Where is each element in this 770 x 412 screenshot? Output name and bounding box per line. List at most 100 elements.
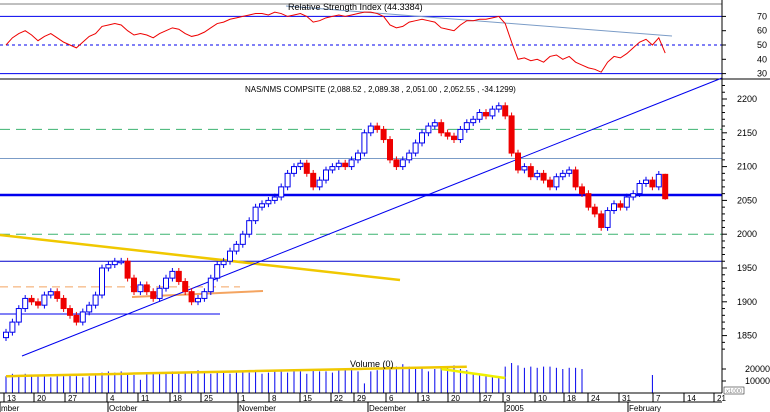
candle-up	[335, 162, 342, 168]
candle-up	[355, 152, 361, 161]
day-label: 31	[622, 394, 631, 403]
day-label: 13	[421, 394, 430, 403]
candle-down	[182, 281, 189, 293]
day-label: 18	[173, 394, 182, 403]
month-label: November	[239, 404, 276, 412]
candle-down	[175, 270, 182, 283]
candle-down	[527, 166, 534, 178]
candle-up	[118, 260, 125, 264]
day-label: 10	[538, 394, 547, 403]
candle-down	[28, 297, 35, 303]
candle-down	[451, 135, 457, 141]
candle-up	[489, 108, 496, 117]
price-tick-label: 1950	[737, 263, 757, 273]
volume-panel	[5, 363, 653, 393]
candle-up	[419, 132, 425, 144]
candle-up	[265, 199, 272, 205]
candle-down	[73, 314, 80, 323]
month-label: 2005	[506, 404, 524, 412]
candle-up	[163, 277, 169, 289]
candle-up	[431, 122, 438, 127]
candle-up	[495, 105, 502, 110]
candle-down	[67, 308, 73, 316]
candle-up	[47, 291, 54, 296]
day-label: 13	[7, 394, 16, 403]
price-tick-label: 2050	[737, 195, 757, 205]
candle-up	[227, 250, 233, 262]
candle-up	[399, 159, 406, 168]
rsi-tick-label: 30	[757, 69, 767, 79]
candle-up	[207, 277, 214, 293]
candle-up	[214, 264, 221, 279]
candle-up	[329, 166, 336, 171]
volume-tick-label: 20000	[745, 364, 770, 374]
day-label: 29	[357, 394, 366, 403]
candle-down	[649, 179, 656, 188]
candle-down	[483, 112, 489, 117]
day-label: 4	[110, 394, 115, 403]
day-label: 22	[334, 394, 343, 403]
candle-down	[617, 203, 624, 208]
day-label: 7	[656, 394, 661, 403]
candle-down	[35, 301, 41, 306]
candle-down	[572, 169, 579, 188]
candle-up	[169, 270, 176, 279]
candle-down	[150, 291, 157, 299]
rsi-tick-label: 70	[757, 11, 767, 21]
candle-up	[534, 172, 541, 178]
candle-up	[367, 125, 374, 134]
day-label: 20	[37, 394, 46, 403]
candle-up	[604, 210, 611, 228]
candle-up	[259, 203, 265, 208]
price-tick-label: 2200	[737, 94, 757, 104]
candle-up	[271, 196, 278, 201]
volume-tick-label: 10000	[745, 376, 770, 386]
month-label: October	[109, 404, 138, 412]
candle-down	[508, 115, 515, 154]
volume-moving-average	[5, 365, 467, 378]
month-label: February	[629, 404, 661, 412]
candle-up	[79, 311, 86, 323]
candle-up	[15, 308, 22, 323]
day-label: 18	[567, 394, 576, 403]
candle-up	[239, 233, 246, 245]
candle-down	[579, 186, 585, 195]
candle-down	[303, 162, 310, 174]
candle-up	[92, 294, 99, 306]
day-label: 25	[204, 394, 213, 403]
candle-down	[143, 284, 150, 293]
candle-down	[374, 125, 381, 130]
candle-up	[252, 206, 259, 222]
candle-up	[246, 220, 253, 235]
yellow-trendline	[0, 233, 401, 282]
candle-up	[284, 172, 291, 188]
price-tick-label: 2100	[737, 162, 757, 172]
candle-down	[188, 291, 195, 303]
day-label: 1	[241, 394, 246, 403]
rsi-trendline	[285, 5, 673, 37]
day-label: 3	[506, 394, 511, 403]
candle-down	[310, 172, 317, 188]
candle-up	[323, 169, 329, 181]
candle-down	[502, 105, 509, 117]
candle-up	[553, 176, 560, 188]
candle-down	[380, 128, 387, 141]
month-label: December	[369, 404, 406, 412]
candle-down	[444, 132, 451, 137]
candle-up	[137, 284, 144, 293]
candle-up	[86, 304, 93, 313]
day-label: 15	[303, 394, 312, 403]
day-label: 8	[272, 394, 277, 403]
candle-up	[233, 243, 240, 252]
candle-up	[566, 169, 573, 174]
candle-up	[111, 260, 118, 266]
candle-up	[278, 186, 285, 198]
candle-up	[156, 287, 163, 299]
candle-up	[22, 297, 29, 310]
candle-up	[291, 166, 297, 174]
rsi-panel	[0, 3, 770, 80]
candle-up	[611, 203, 617, 212]
candle-up	[361, 132, 368, 154]
candle-down	[124, 260, 131, 279]
price-panel	[0, 77, 723, 357]
